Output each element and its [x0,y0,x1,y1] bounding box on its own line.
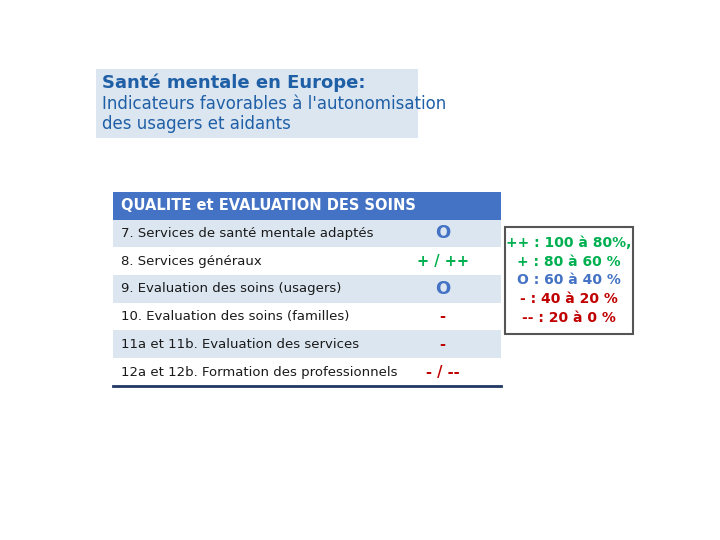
Text: Indicateurs favorables à l'autonomisation: Indicateurs favorables à l'autonomisatio… [102,95,446,113]
FancyBboxPatch shape [113,358,500,386]
Text: 10. Evaluation des soins (familles): 10. Evaluation des soins (familles) [121,310,349,323]
Text: 9. Evaluation des soins (usagers): 9. Evaluation des soins (usagers) [121,282,341,295]
FancyBboxPatch shape [96,69,418,138]
Text: 7. Services de santé mentale adaptés: 7. Services de santé mentale adaptés [121,227,374,240]
Text: - / --: - / -- [426,364,459,380]
FancyBboxPatch shape [113,192,500,220]
Text: - : 40 à 20 %: - : 40 à 20 % [520,292,618,306]
Text: O: O [435,280,450,298]
FancyBboxPatch shape [113,220,500,247]
Text: Santé mentale en Europe:: Santé mentale en Europe: [102,73,366,92]
Text: -: - [440,309,446,324]
FancyBboxPatch shape [505,226,632,334]
Text: -: - [440,337,446,352]
Text: des usagers et aidants: des usagers et aidants [102,115,292,133]
Text: ++ : 100 à 80%,: ++ : 100 à 80%, [506,236,631,250]
Text: + : 80 à 60 %: + : 80 à 60 % [517,255,621,269]
Text: O : 60 à 40 %: O : 60 à 40 % [517,273,621,287]
Text: 12a et 12b. Formation des professionnels: 12a et 12b. Formation des professionnels [121,366,397,379]
FancyBboxPatch shape [113,330,500,358]
FancyBboxPatch shape [113,275,500,303]
FancyBboxPatch shape [113,247,500,275]
Text: 11a et 11b. Evaluation des services: 11a et 11b. Evaluation des services [121,338,359,351]
Text: 8. Services généraux: 8. Services généraux [121,255,262,268]
Text: -- : 20 à 0 %: -- : 20 à 0 % [521,310,616,325]
Text: QUALITE et EVALUATION DES SOINS: QUALITE et EVALUATION DES SOINS [121,198,416,213]
Text: O: O [435,225,450,242]
Text: + / ++: + / ++ [417,254,469,268]
FancyBboxPatch shape [113,303,500,330]
